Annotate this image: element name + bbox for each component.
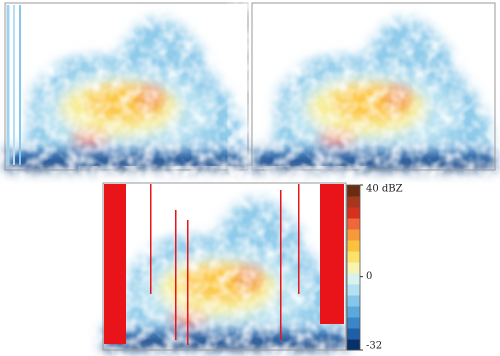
colorbar-segment: [347, 273, 360, 285]
panel-raw-artifacts: [6, 5, 21, 165]
colorbar-segment: [347, 339, 360, 351]
panel-filtered: [252, 3, 495, 170]
colorbar-tick-label: 40 dBZ: [366, 184, 403, 195]
colorbar-tick-label: -32: [366, 341, 382, 352]
panel-raw: [5, 3, 248, 170]
colorbar-tick-label: 0: [366, 271, 372, 282]
colorbar-segment: [347, 284, 360, 296]
colorbar-frame: [346, 184, 361, 351]
colorbar-segment: [347, 207, 360, 219]
colorbar-segment: [347, 196, 360, 208]
panel-mask-flags: [104, 184, 344, 345]
colorbar-segment: [347, 251, 360, 263]
colorbar-segment: [347, 328, 360, 340]
colorbar-segment: [347, 229, 360, 241]
colorbar-segment: [347, 317, 360, 329]
colorbar-segment: [347, 306, 360, 318]
colorbar-segment: [347, 262, 360, 274]
colorbar-segment: [347, 185, 360, 197]
colorbar-segment: [347, 218, 360, 230]
colorbar-segment: [347, 295, 360, 307]
colorbar-segment: [347, 240, 360, 252]
panel-mask: [103, 183, 346, 350]
colorbar: 40 dBZ 0 -32: [346, 184, 403, 352]
